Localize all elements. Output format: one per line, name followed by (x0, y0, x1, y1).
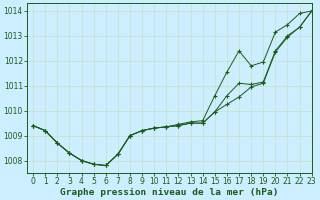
X-axis label: Graphe pression niveau de la mer (hPa): Graphe pression niveau de la mer (hPa) (60, 188, 279, 197)
